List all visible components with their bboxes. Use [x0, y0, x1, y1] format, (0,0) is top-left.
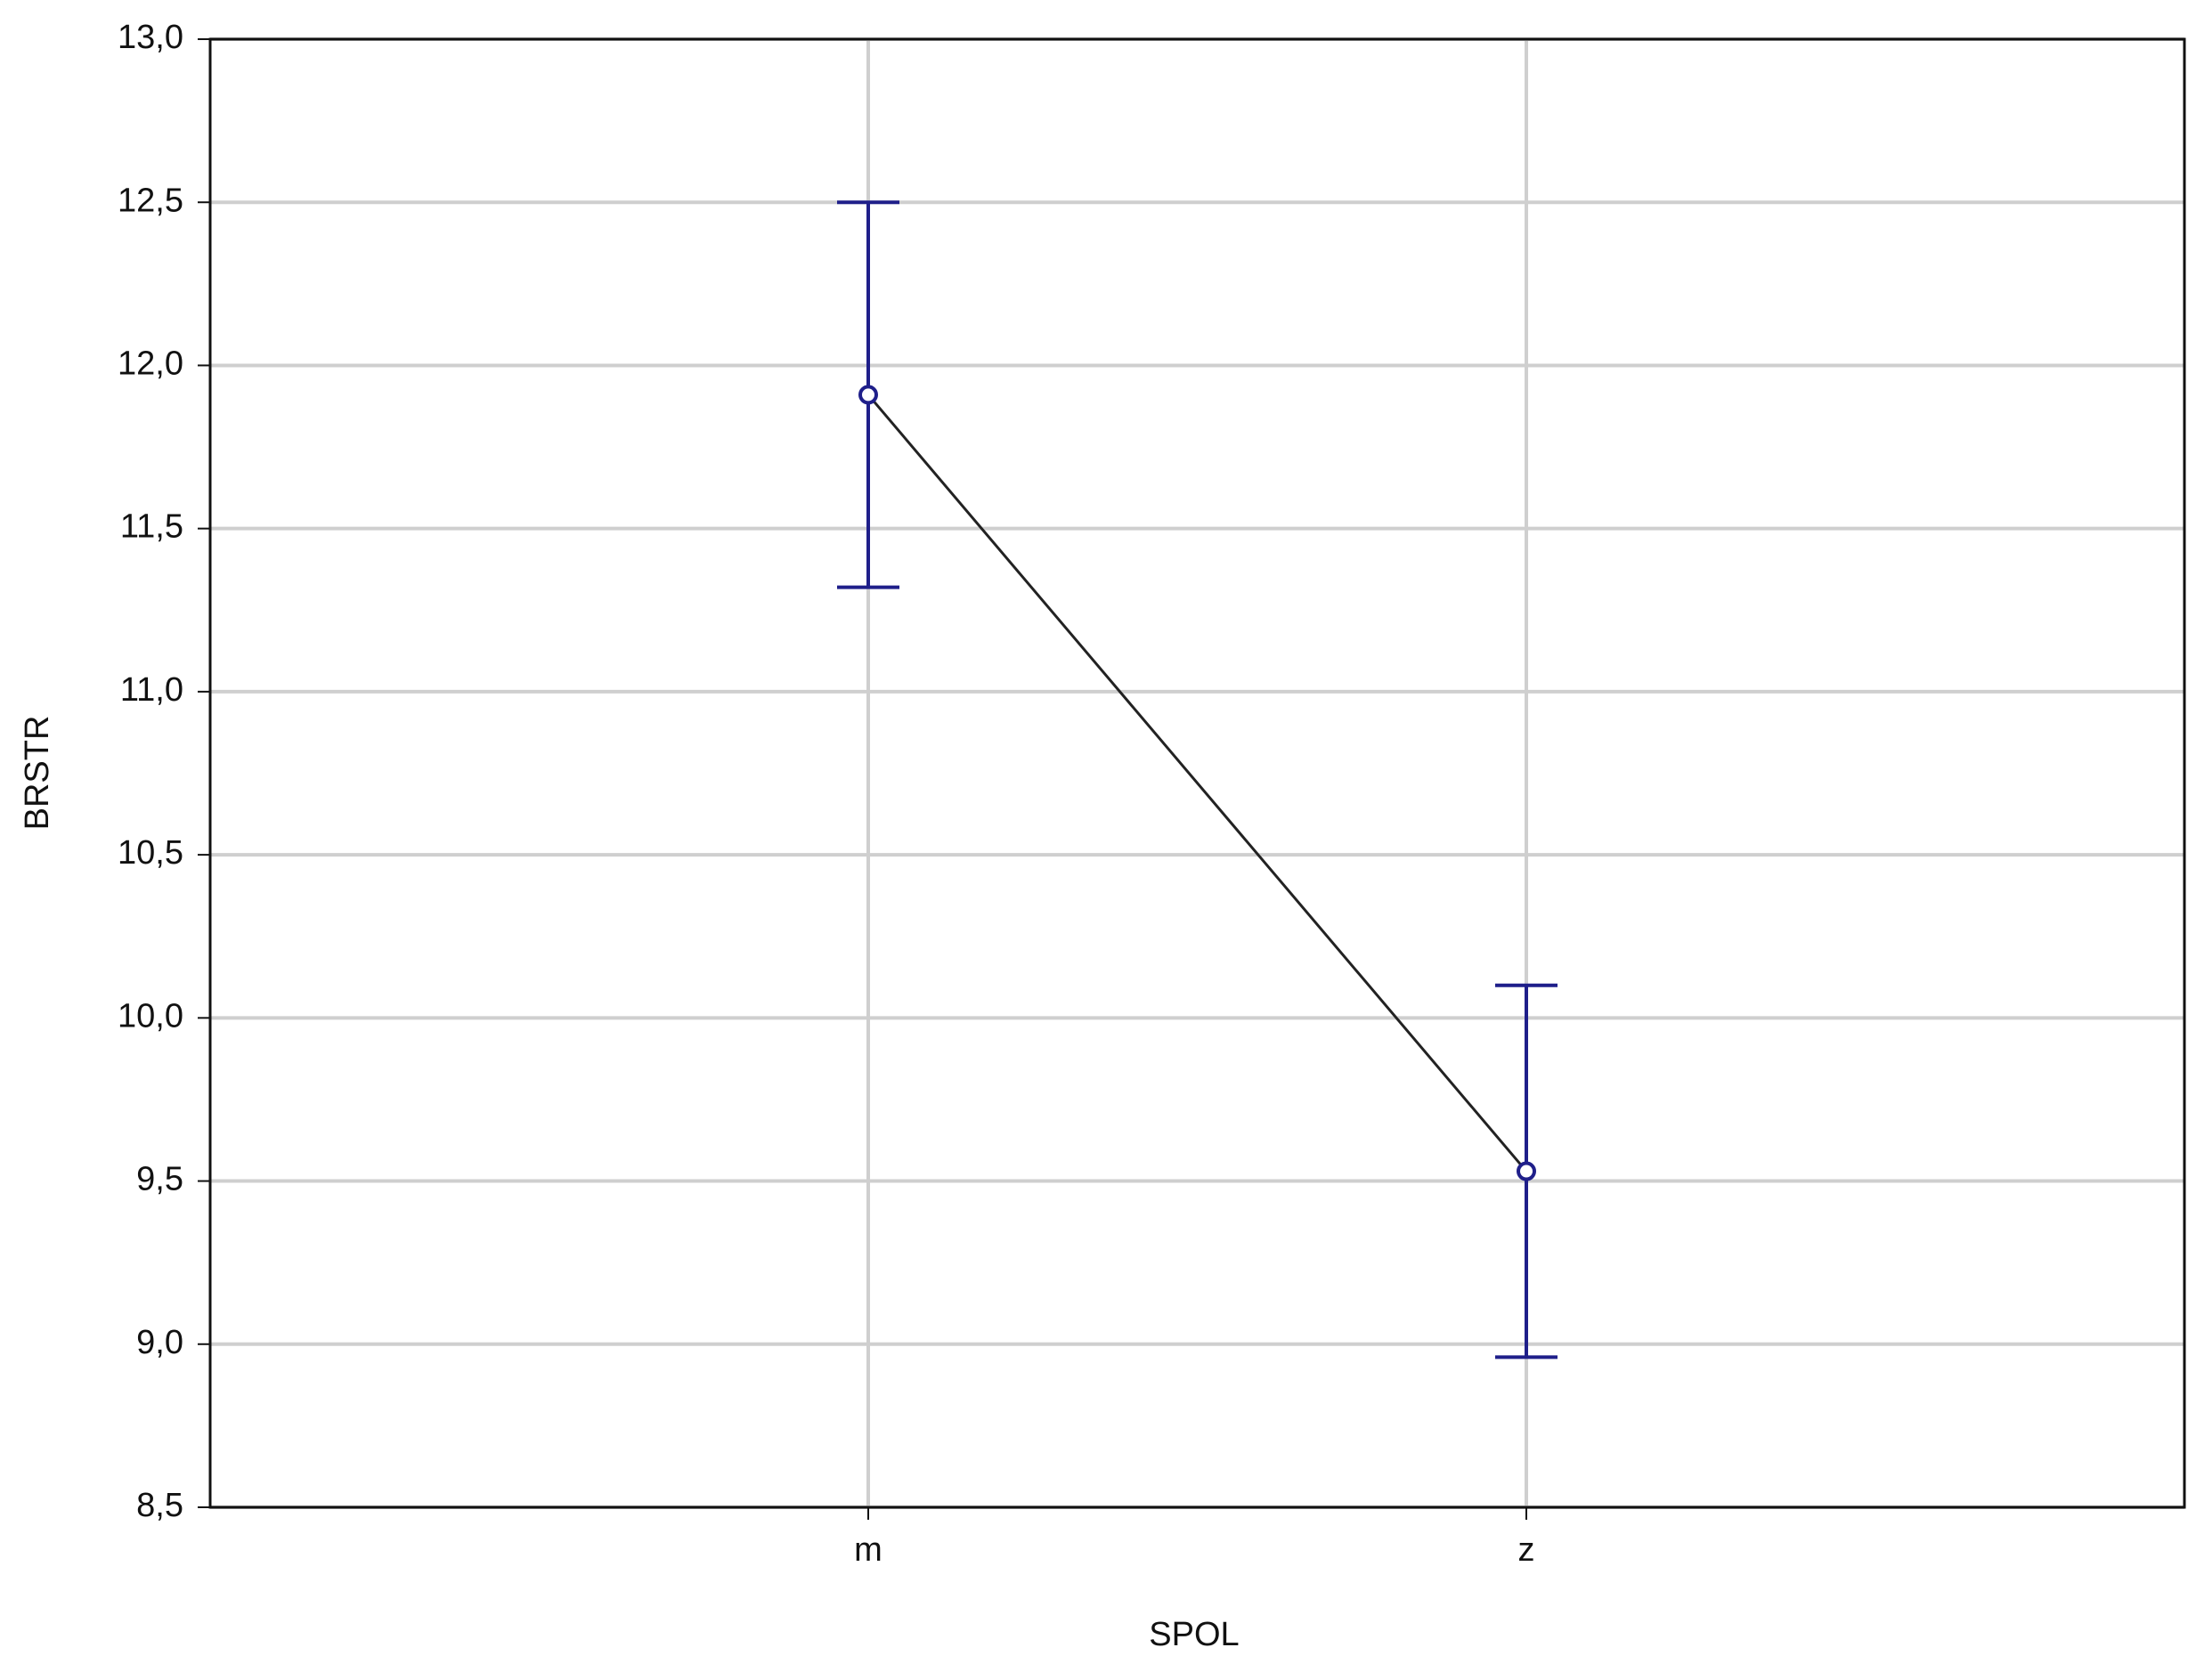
y-tick-label: 12,5 — [118, 182, 183, 219]
y-tick-label: 9,5 — [136, 1161, 183, 1198]
y-tick-label: 9,0 — [136, 1324, 183, 1361]
y-tick-label: 10,5 — [118, 834, 183, 872]
x-axis-label: SPOL — [1149, 1616, 1239, 1653]
y-tick-label: 11,5 — [120, 508, 183, 546]
x-tick-label: m — [854, 1531, 882, 1569]
y-tick-label: 8,5 — [136, 1487, 183, 1524]
y-tick-label: 10,0 — [118, 997, 183, 1035]
y-axis-label: BRSTR — [19, 716, 56, 831]
x-tick-label: z — [1518, 1531, 1535, 1569]
data-point — [858, 385, 878, 405]
data-line — [866, 394, 1528, 1173]
y-tick-label: 12,0 — [118, 345, 183, 382]
y-tick-label: 11,0 — [120, 671, 183, 709]
plot-frame — [208, 37, 2186, 1509]
data-point — [1517, 1161, 1536, 1181]
y-tick-label: 13,0 — [118, 19, 183, 56]
